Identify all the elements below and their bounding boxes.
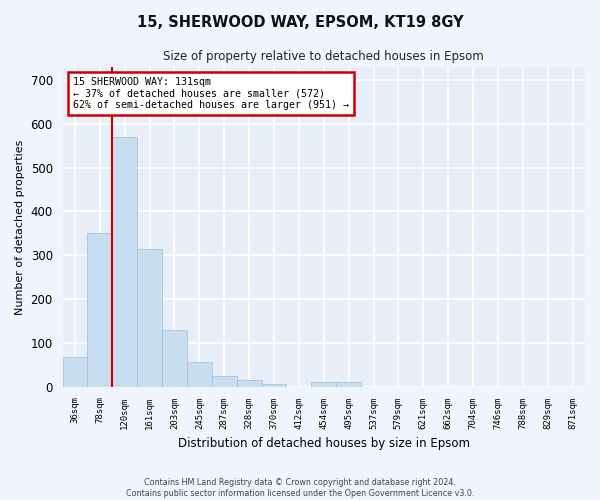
Y-axis label: Number of detached properties: Number of detached properties [15, 139, 25, 314]
Bar [112, 137, 137, 386]
Bar [311, 382, 336, 386]
Bar [162, 330, 187, 386]
Text: 15 SHERWOOD WAY: 131sqm
← 37% of detached houses are smaller (572)
62% of semi-d: 15 SHERWOOD WAY: 131sqm ← 37% of detache… [73, 76, 349, 110]
Bar [88, 232, 112, 386]
Text: 15, SHERWOOD WAY, EPSOM, KT19 8GY: 15, SHERWOOD WAY, EPSOM, KT19 8GY [137, 15, 463, 30]
X-axis label: Distribution of detached houses by size in Epsom: Distribution of detached houses by size … [178, 437, 470, 450]
Text: Contains HM Land Registry data © Crown copyright and database right 2024.
Contai: Contains HM Land Registry data © Crown c… [126, 478, 474, 498]
Bar [336, 382, 361, 386]
Bar [262, 384, 286, 386]
Bar [236, 380, 262, 386]
Bar [212, 376, 236, 386]
Bar [137, 249, 162, 386]
Bar [62, 357, 88, 386]
Title: Size of property relative to detached houses in Epsom: Size of property relative to detached ho… [163, 50, 484, 63]
Bar [187, 362, 212, 386]
